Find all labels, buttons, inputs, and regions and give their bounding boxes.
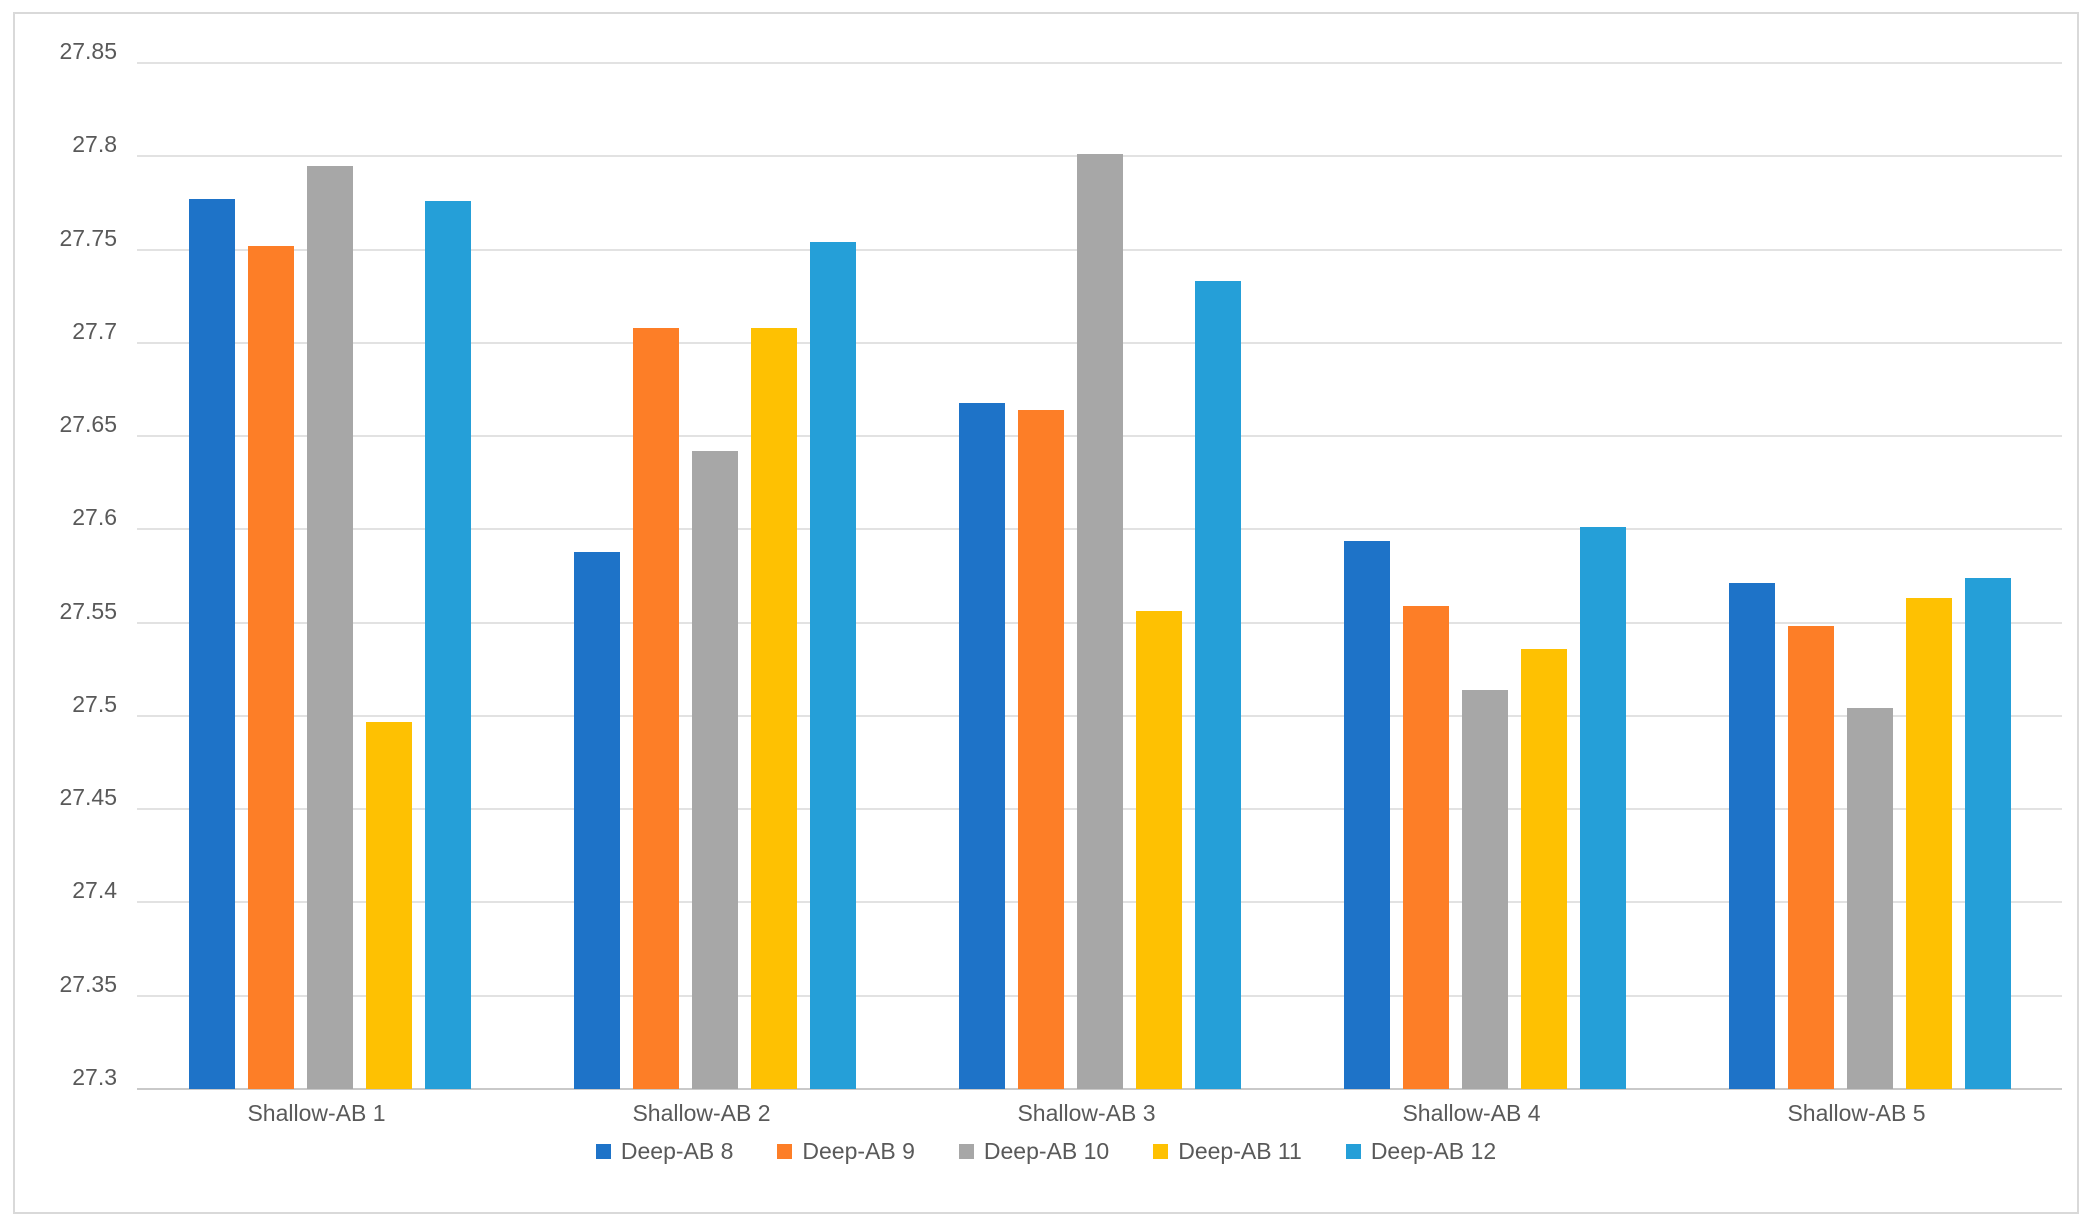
- x-axis-label-shallow-ab-3: Shallow-AB 3: [1017, 1100, 1156, 1126]
- legend-item-deep-ab-10: Deep-AB 10: [958, 1138, 1110, 1165]
- legend-item-deep-ab-9: Deep-AB 9: [777, 1138, 915, 1165]
- bar-deep-ab-11-shallow-ab-4: [1521, 649, 1567, 1089]
- y-axis-tick-27-7: 27.7: [72, 317, 117, 344]
- bar-deep-ab-9-shallow-ab-4: [1403, 606, 1449, 1089]
- y-axis-tick-27-85: 27.85: [59, 38, 117, 64]
- legend-swatch-icon: [777, 1144, 793, 1159]
- x-axis-label-shallow-ab-1: Shallow-AB 1: [247, 1100, 386, 1126]
- y-axis-tick-27-75: 27.75: [59, 224, 117, 251]
- chart-frame: 27.85 27.8 27.75 27.7 27.65 27.6 27.55 27.5 27.4…: [13, 12, 2079, 1214]
- gridline-27-85: [137, 62, 2062, 64]
- x-axis-line: [137, 1088, 2062, 1090]
- y-axis-tick-27-45: 27.45: [59, 784, 117, 811]
- x-axis-label-shallow-ab-2: Shallow-AB 2: [632, 1100, 771, 1126]
- bar-deep-ab-11-shallow-ab-3: [1136, 611, 1182, 1089]
- y-axis-tick-27-6: 27.6: [72, 504, 117, 531]
- bar-deep-ab-12-shallow-ab-3: [1195, 281, 1241, 1089]
- legend-label: Deep-AB 10: [983, 1138, 1110, 1164]
- bar-deep-ab-12-shallow-ab-5: [1965, 578, 2011, 1089]
- legend-item-deep-ab-11: Deep-AB 11: [1153, 1138, 1302, 1165]
- legend-swatch-icon: [1153, 1144, 1169, 1159]
- bar-deep-ab-9-shallow-ab-5: [1788, 626, 1834, 1089]
- x-axis-label-shallow-ab-4: Shallow-AB 4: [1402, 1100, 1541, 1126]
- bar-deep-ab-10-shallow-ab-1: [307, 166, 353, 1089]
- legend-item-deep-ab-12: Deep-AB 12: [1345, 1138, 1497, 1165]
- legend-label: Deep-AB 11: [1178, 1138, 1302, 1164]
- legend-swatch-icon: [958, 1144, 974, 1159]
- bar-deep-ab-11-shallow-ab-5: [1906, 598, 1952, 1089]
- y-axis-tick-27-5: 27.5: [72, 690, 117, 717]
- bar-deep-ab-10-shallow-ab-2: [692, 451, 738, 1089]
- legend: Deep-AB 8 Deep-AB 9 Deep-AB 10 Deep-AB 11 De…: [0, 1138, 2092, 1165]
- x-axis-label-shallow-ab-5: Shallow-AB 5: [1787, 1100, 1926, 1126]
- legend-swatch-icon: [1345, 1144, 1361, 1159]
- legend-swatch-icon: [595, 1144, 611, 1159]
- plot-area: [137, 62, 2062, 1090]
- legend-item-deep-ab-8: Deep-AB 8: [595, 1138, 734, 1165]
- bar-deep-ab-11-shallow-ab-2: [751, 328, 797, 1089]
- legend-label: Deep-AB 12: [1370, 1138, 1497, 1164]
- bar-deep-ab-9-shallow-ab-2: [633, 328, 679, 1089]
- legend-label: Deep-AB 9: [802, 1138, 915, 1164]
- y-axis-tick-27-3: 27.3: [72, 1064, 117, 1090]
- y-axis-tick-27-65: 27.65: [59, 411, 117, 438]
- bar-deep-ab-10-shallow-ab-5: [1847, 708, 1893, 1089]
- y-axis-tick-27-8: 27.8: [72, 131, 117, 158]
- bar-deep-ab-9-shallow-ab-1: [248, 246, 294, 1089]
- bar-deep-ab-12-shallow-ab-1: [425, 201, 471, 1089]
- bar-deep-ab-8-shallow-ab-3: [959, 403, 1005, 1089]
- y-axis-tick-27-35: 27.35: [59, 970, 117, 997]
- bar-deep-ab-8-shallow-ab-4: [1344, 541, 1390, 1089]
- bar-deep-ab-8-shallow-ab-2: [574, 552, 620, 1089]
- y-axis-tick-27-55: 27.55: [59, 597, 117, 624]
- bar-deep-ab-11-shallow-ab-1: [366, 722, 412, 1089]
- y-axis-tick-27-4: 27.4: [72, 877, 117, 904]
- bar-deep-ab-10-shallow-ab-3: [1077, 154, 1123, 1089]
- bar-deep-ab-8-shallow-ab-1: [189, 199, 235, 1089]
- bar-deep-ab-12-shallow-ab-4: [1580, 527, 1626, 1089]
- bar-deep-ab-8-shallow-ab-5: [1729, 583, 1775, 1089]
- bar-deep-ab-12-shallow-ab-2: [810, 242, 856, 1089]
- legend-label: Deep-AB 8: [620, 1138, 734, 1164]
- bar-deep-ab-9-shallow-ab-3: [1018, 410, 1064, 1089]
- bar-deep-ab-10-shallow-ab-4: [1462, 690, 1508, 1089]
